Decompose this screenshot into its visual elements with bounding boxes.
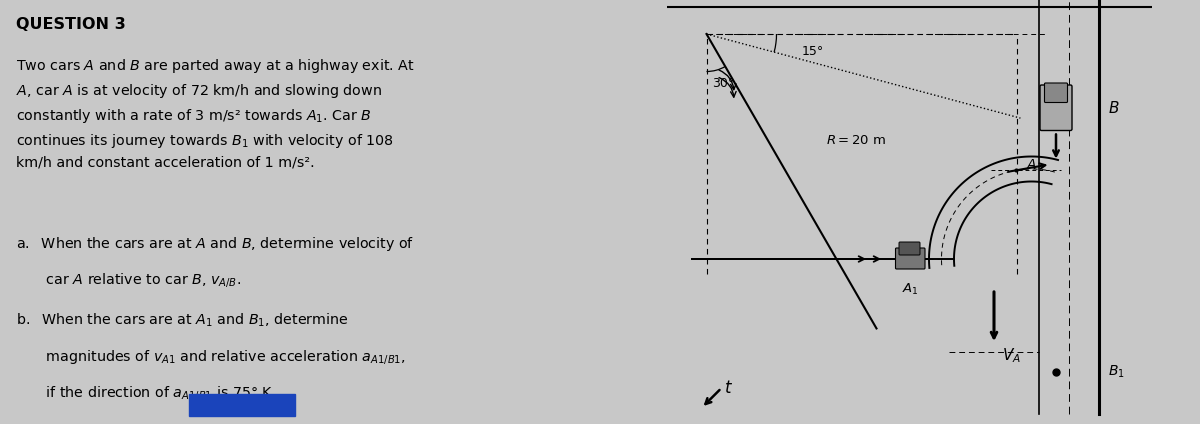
Text: car $A$ relative to car $B$, $v_{A/B}$.: car $A$ relative to car $B$, $v_{A/B}$.	[16, 271, 241, 289]
Text: $R = 20$ m: $R = 20$ m	[827, 134, 887, 147]
Text: a.  When the cars are at $A$ and $B$, determine velocity of: a. When the cars are at $A$ and $B$, det…	[16, 235, 414, 253]
Text: $V_A$: $V_A$	[1002, 346, 1020, 365]
Bar	[190, 394, 295, 416]
Text: $B_1$: $B_1$	[1108, 363, 1124, 380]
Text: if the direction of $a_{A1/B1}$ is 75° K.: if the direction of $a_{A1/B1}$ is 75° K…	[16, 384, 276, 402]
FancyBboxPatch shape	[1040, 85, 1072, 131]
Text: $A_1$: $A_1$	[901, 282, 918, 297]
FancyBboxPatch shape	[1044, 83, 1068, 103]
Text: b.  When the cars are at $A_1$ and $B_1$, determine: b. When the cars are at $A_1$ and $B_1$,…	[16, 312, 349, 329]
Text: $B$: $B$	[1108, 100, 1120, 116]
Text: 15°: 15°	[802, 45, 823, 58]
Text: $t$: $t$	[724, 379, 733, 397]
Text: magnitudes of $v_{A1}$ and relative acceleration $a_{A1/B1}$,: magnitudes of $v_{A1}$ and relative acce…	[16, 348, 406, 365]
Text: QUESTION 3: QUESTION 3	[16, 17, 126, 32]
FancyBboxPatch shape	[895, 248, 925, 269]
Text: 30°: 30°	[713, 76, 734, 89]
Text: Two cars $A$ and $B$ are parted away at a highway exit. At
$A$, car $A$ is at ve: Two cars $A$ and $B$ are parted away at …	[16, 57, 415, 169]
Text: $A$: $A$	[1026, 159, 1037, 173]
FancyBboxPatch shape	[899, 242, 920, 255]
